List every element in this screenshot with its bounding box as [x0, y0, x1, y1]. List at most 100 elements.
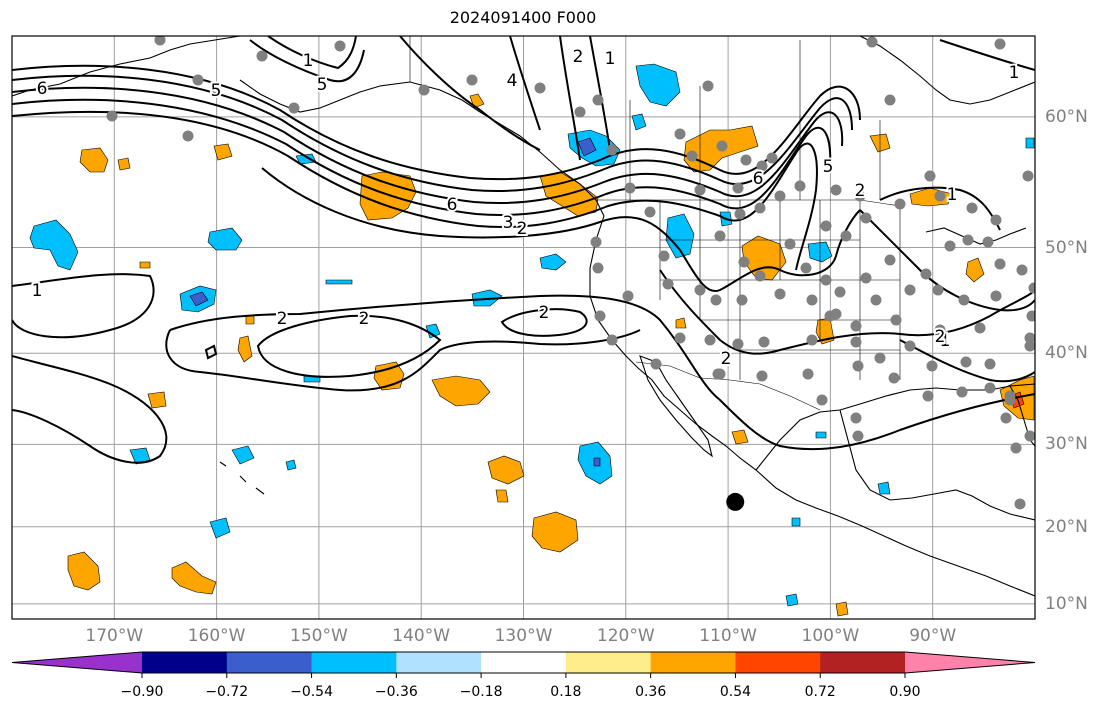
observation-dot [714, 230, 726, 242]
observation-dot [960, 356, 972, 368]
observation-dot [802, 368, 814, 380]
latitude-label: 50°N [1045, 237, 1088, 258]
observation-dot [624, 182, 636, 194]
observation-dot [874, 352, 886, 364]
colorbar-tick-label: 0.36 [635, 684, 667, 700]
latitude-label: 30°N [1045, 434, 1088, 455]
colorbar-extend-high [905, 652, 1035, 673]
observation-dot [774, 288, 786, 300]
observation-dot [870, 294, 882, 306]
contour-label: 2 [935, 327, 946, 347]
colorbar-tick-label: −0.18 [459, 684, 503, 700]
blue-patch [631, 113, 647, 131]
observation-dot [740, 154, 752, 166]
longitude-label: 150°W [290, 626, 348, 646]
alaska-coast [12, 36, 241, 97]
colorbar-tick-label: −0.72 [205, 684, 249, 700]
colorbar-segment [142, 652, 228, 673]
blue-patch [209, 517, 231, 539]
observation-dot [592, 262, 604, 274]
observation-dot [758, 336, 770, 348]
orange-patch [117, 157, 131, 171]
observation-dot [738, 256, 750, 268]
contour-label: 2 [359, 309, 370, 329]
observation-dot [606, 144, 618, 156]
observation-dot [734, 208, 746, 220]
blue-patch [231, 445, 255, 465]
observation-dot [966, 202, 978, 214]
colorbar-tick-label: −0.90 [120, 684, 164, 700]
observation-dot [784, 238, 796, 250]
map-title: 2024091400 F000 [449, 8, 597, 27]
blue-patch [285, 459, 297, 471]
us-mexico-border [635, 361, 821, 411]
contour-line [12, 110, 818, 271]
contour-lines [12, 36, 1035, 464]
colorbar-segment [311, 652, 397, 673]
observation-dot [694, 284, 706, 296]
orange-patch [147, 391, 167, 409]
observation-dot [756, 160, 768, 172]
contour-label: 2 [277, 309, 288, 329]
contour-line [559, 36, 581, 161]
contour-label: 1 [1009, 63, 1020, 83]
longitude-label: 170°W [85, 626, 144, 646]
contour-line [500, 308, 588, 337]
observation-dot [466, 74, 478, 86]
blue-patch [189, 291, 209, 307]
contour-label: 2 [573, 47, 584, 67]
observation-dot [794, 180, 806, 192]
na-west-coast [589, 215, 1035, 597]
contour-label: 6 [447, 195, 458, 215]
observation-dot [756, 370, 768, 382]
observation-dot [956, 386, 968, 398]
observation-dot [850, 412, 862, 424]
contour-label: 5 [211, 81, 222, 101]
longitude-label: 100°W [801, 626, 860, 646]
longitude-label: 130°W [494, 626, 553, 646]
contour-line [267, 36, 357, 70]
observation-dot [982, 236, 994, 248]
observation-dot [854, 190, 866, 202]
colorbar-segment [735, 652, 821, 673]
blue-patch [207, 227, 243, 251]
observation-dot [840, 230, 852, 242]
orange-patch [731, 429, 749, 445]
observation-dot [1026, 310, 1035, 322]
observation-dot [1014, 498, 1026, 510]
contour-line [204, 344, 218, 360]
contour-line [859, 209, 1035, 312]
blue-patch [791, 517, 801, 527]
contour-line [12, 273, 155, 339]
observation-dot [820, 274, 832, 286]
observation-dot [334, 40, 346, 52]
observation-dot [1000, 412, 1012, 424]
observation-dot [622, 290, 634, 302]
observation-dot [926, 360, 938, 372]
colorbar-tick-label: 0.18 [550, 684, 582, 700]
longitude-label: 90°W [909, 626, 957, 646]
observation-dot [594, 310, 606, 322]
observation-dot [932, 284, 944, 296]
station-marker [726, 492, 745, 511]
observation-dot [806, 294, 818, 306]
orange-patch [171, 561, 217, 595]
observation-dot [860, 272, 872, 284]
longitude-label: 120°W [596, 626, 655, 646]
contour-line [12, 64, 861, 181]
blue-patch [593, 457, 601, 467]
colorbar [11, 651, 1036, 678]
observation-dot [984, 358, 996, 370]
observation-dot [732, 338, 744, 350]
blue-patch [425, 323, 441, 339]
observation-dot [850, 336, 862, 348]
contour-line [12, 355, 168, 464]
observation-dot [288, 102, 300, 114]
observation-dot [866, 36, 878, 48]
contour-line [165, 329, 641, 392]
observation-dot [1010, 442, 1022, 454]
observation-dot [860, 212, 872, 224]
contour-label: 2 [517, 219, 528, 239]
